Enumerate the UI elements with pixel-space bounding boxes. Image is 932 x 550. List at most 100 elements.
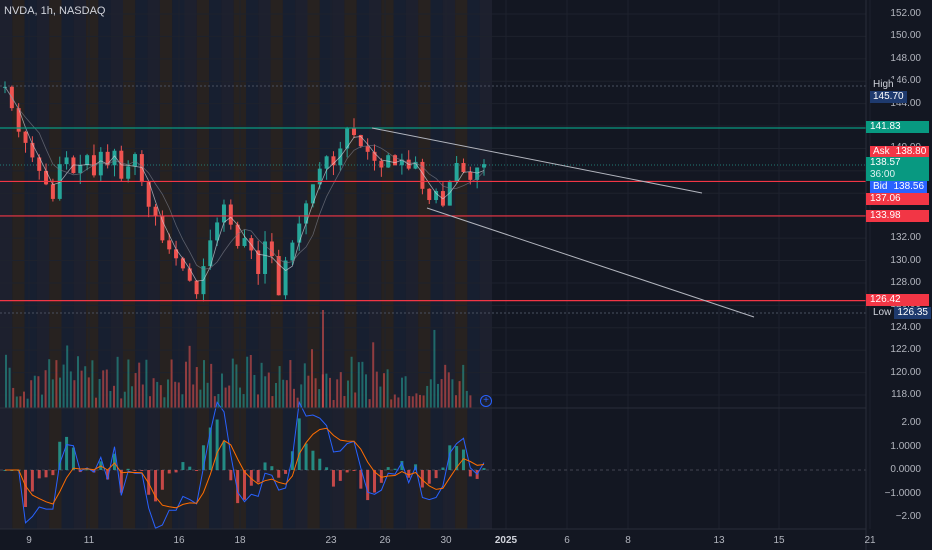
candle-body[interactable] xyxy=(187,268,192,281)
volume-bar xyxy=(95,397,97,408)
volume-bar xyxy=(357,362,360,408)
histogram-bar xyxy=(65,436,69,470)
volume-bar xyxy=(138,362,141,408)
volume-bar xyxy=(141,384,144,408)
histogram-bar xyxy=(188,466,192,470)
ma-slow-line xyxy=(4,86,485,270)
candle-body[interactable] xyxy=(290,242,295,261)
candle-body[interactable] xyxy=(365,146,370,152)
candle-body[interactable] xyxy=(194,280,199,295)
candle-body[interactable] xyxy=(461,163,466,173)
candle-body[interactable] xyxy=(454,163,459,183)
candle-body[interactable] xyxy=(434,191,439,201)
candle-body[interactable] xyxy=(310,184,315,204)
volume-bars xyxy=(5,310,472,408)
candle-body[interactable] xyxy=(379,160,384,168)
candle-body[interactable] xyxy=(351,128,356,136)
candle-body[interactable] xyxy=(105,151,110,166)
candle-body[interactable] xyxy=(304,203,309,224)
candle-body[interactable] xyxy=(167,240,172,250)
candle-body[interactable] xyxy=(228,204,233,225)
volume-bar xyxy=(455,395,457,408)
candle-body[interactable] xyxy=(208,240,213,267)
candle-body[interactable] xyxy=(475,167,480,180)
volume-bar xyxy=(314,378,317,408)
candle-body[interactable] xyxy=(153,206,158,216)
candle-body[interactable] xyxy=(98,151,103,176)
volume-bar xyxy=(278,366,281,408)
candle-body[interactable] xyxy=(242,238,247,246)
candle-body[interactable] xyxy=(263,241,268,274)
candle-body[interactable] xyxy=(317,168,322,185)
volume-bar xyxy=(19,396,22,408)
indicator-tick: 2.00 xyxy=(901,417,921,428)
candle-body[interactable] xyxy=(358,135,363,147)
candle-body[interactable] xyxy=(64,157,69,165)
candle-body[interactable] xyxy=(215,222,220,241)
candle-body[interactable] xyxy=(37,157,42,171)
candle-body[interactable] xyxy=(85,155,90,166)
candle-body[interactable] xyxy=(427,188,432,201)
candle-body[interactable] xyxy=(256,250,261,274)
volume-bar xyxy=(228,385,231,408)
volume-bar xyxy=(429,379,432,408)
histogram-bar xyxy=(345,470,349,473)
candle-body[interactable] xyxy=(221,204,226,223)
candle-body[interactable] xyxy=(482,164,486,168)
ma-fast-line xyxy=(4,86,485,282)
volume-bar xyxy=(271,396,274,408)
candle-body[interactable] xyxy=(160,215,165,241)
volume-bar xyxy=(350,356,353,408)
volume-bar xyxy=(408,395,411,408)
candle-body[interactable] xyxy=(324,156,329,169)
candle-body[interactable] xyxy=(468,172,473,180)
candle-body[interactable] xyxy=(297,223,302,243)
volume-bar xyxy=(246,356,249,408)
candle-body[interactable] xyxy=(235,224,240,246)
symbol-title[interactable]: NVDA, 1h, NASDAQ xyxy=(4,5,106,17)
candle-body[interactable] xyxy=(331,156,336,166)
add-plus-icon[interactable]: + xyxy=(480,395,492,407)
volume-bar xyxy=(203,360,205,408)
session-bands xyxy=(0,0,492,529)
indicator-tick: 0.0000 xyxy=(890,464,921,475)
trendline-upper[interactable] xyxy=(371,127,703,194)
candle-body[interactable] xyxy=(276,256,281,296)
candle-body[interactable] xyxy=(420,161,425,189)
candle-body[interactable] xyxy=(16,108,21,132)
candle-body[interactable] xyxy=(180,258,185,269)
candle-body[interactable] xyxy=(399,159,404,166)
volume-bar xyxy=(426,385,429,408)
histogram-bar xyxy=(284,470,288,474)
histogram-bar xyxy=(277,470,281,478)
candle-body[interactable] xyxy=(283,260,288,296)
volume-bar xyxy=(444,364,447,408)
histogram-bar xyxy=(311,450,315,470)
candle-body[interactable] xyxy=(269,241,274,257)
candle-body[interactable] xyxy=(126,166,131,179)
candle-body[interactable] xyxy=(447,182,452,206)
histogram-bar xyxy=(386,467,390,470)
candle-body[interactable] xyxy=(133,154,138,167)
volume-bar xyxy=(192,384,195,408)
candle-body[interactable] xyxy=(30,142,35,158)
candle-body[interactable] xyxy=(413,161,418,169)
candle-body[interactable] xyxy=(112,150,117,166)
trendline-lower[interactable] xyxy=(426,207,755,318)
candle-body[interactable] xyxy=(174,249,179,259)
histogram-bar xyxy=(160,470,164,490)
candle-body[interactable] xyxy=(146,182,151,207)
candle-body[interactable] xyxy=(23,131,28,143)
volume-bar xyxy=(361,361,364,408)
candle-body[interactable] xyxy=(50,184,55,199)
session-band xyxy=(73,0,87,529)
candle-body[interactable] xyxy=(372,151,377,161)
volume-bar xyxy=(210,363,213,408)
candle-body[interactable] xyxy=(78,165,83,174)
ask-label: Ask 138.80 xyxy=(870,146,930,158)
candle-body[interactable] xyxy=(393,155,398,166)
candle-body[interactable] xyxy=(44,170,49,185)
candle-body[interactable] xyxy=(345,128,350,149)
volume-bar xyxy=(73,380,76,408)
